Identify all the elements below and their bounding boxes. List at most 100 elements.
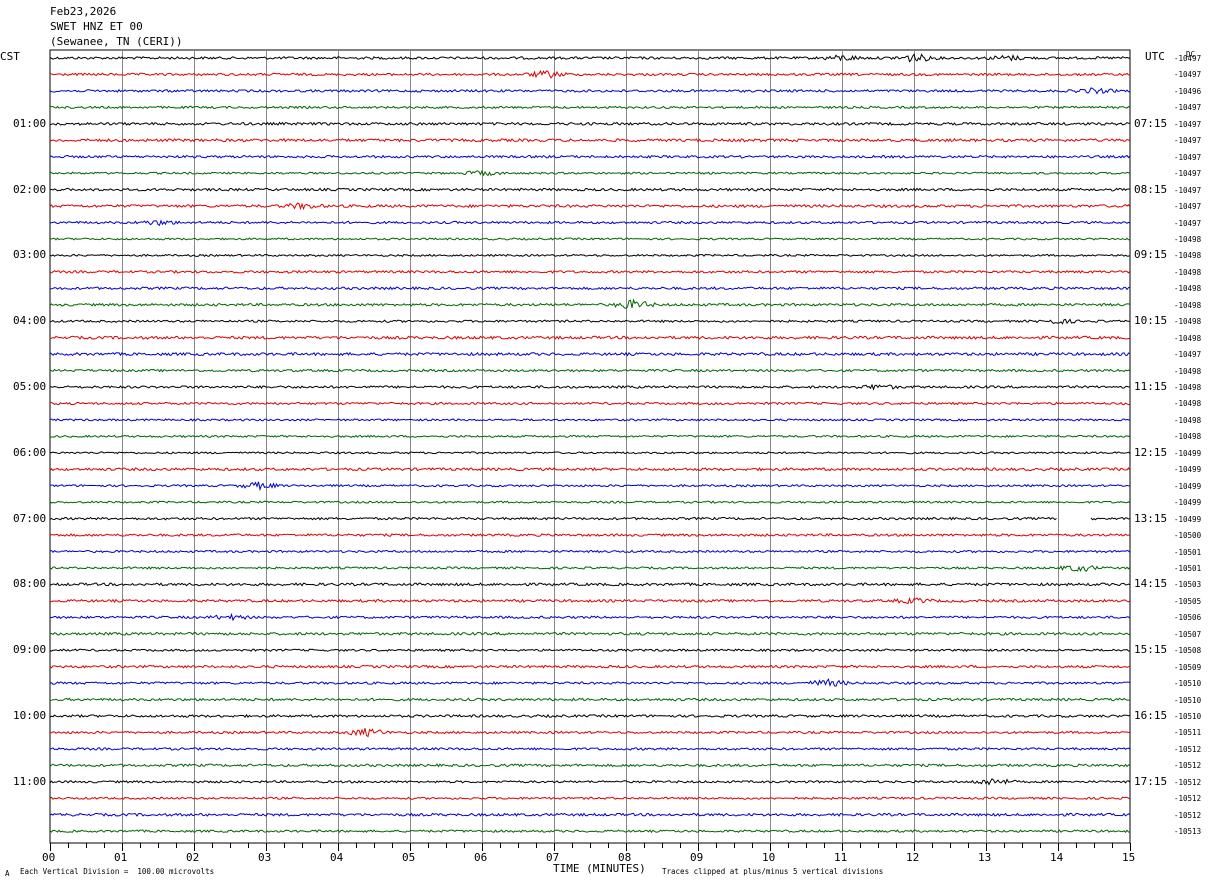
dc-offset-value: -10497	[1174, 54, 1202, 63]
dc-offset-value: -10497	[1174, 70, 1202, 80]
trace-36	[49, 648, 1131, 653]
trace-28	[49, 516, 1131, 521]
dc-offset-value: -10497	[1174, 119, 1202, 129]
x-tick-label: 05	[402, 851, 416, 864]
trace-8	[49, 187, 1131, 192]
trace-32	[49, 582, 1131, 587]
trace-42	[49, 746, 1131, 751]
left-time-label: 10:00	[13, 709, 47, 722]
trace-9	[49, 202, 1131, 211]
trace-18	[49, 351, 1131, 357]
x-tick-label: 08	[618, 851, 632, 864]
station-location: (Sewanee, TN (CERI))	[50, 35, 183, 48]
trace-20	[49, 383, 1131, 391]
dc-offset-value: -10498	[1174, 234, 1202, 244]
right-time-label: 15:15	[1134, 643, 1168, 657]
trace-6	[49, 154, 1131, 159]
trace-11	[49, 237, 1131, 241]
trace-41	[49, 728, 1131, 738]
left-time-label: 05:00	[13, 380, 47, 393]
right-time-label: 14:15	[1134, 577, 1168, 591]
dc-offset-value: -10499	[1174, 465, 1202, 475]
dc-offset-value: -10497	[1174, 350, 1202, 360]
right-timezone-label: UTC	[1145, 50, 1165, 63]
left-time-label: 11:00	[13, 774, 47, 788]
trace-22	[49, 418, 1131, 422]
left-timezone-label: CST	[0, 50, 20, 63]
dc-offset-value: -10511	[1174, 728, 1202, 738]
left-time-label: 06:00	[13, 445, 47, 459]
dc-offset-value: -10498	[1174, 300, 1202, 310]
trace-15	[49, 298, 1131, 309]
right-time-label: 07:15	[1134, 116, 1168, 130]
right-time-label: 11:15	[1134, 380, 1168, 393]
right-time-label: 09:15	[1134, 248, 1168, 262]
right-time-label: 17:15	[1134, 774, 1168, 788]
x-tick-label: 03	[258, 851, 272, 864]
trace-45	[49, 796, 1131, 801]
trace-21	[49, 401, 1131, 406]
dc-offset-header: DC	[1186, 50, 1196, 59]
dc-offset-value: -10499	[1174, 448, 1202, 458]
trace-3	[49, 105, 1131, 110]
trace-7	[49, 169, 1131, 177]
trace-14	[49, 286, 1131, 291]
dc-offset-value: -10509	[1174, 662, 1202, 672]
dc-offset-value: -10497	[1174, 103, 1202, 113]
x-tick-label: 10	[762, 851, 776, 864]
left-time-label: 01:00	[13, 116, 47, 130]
trace-30	[49, 549, 1131, 554]
trace-37	[49, 664, 1131, 669]
dc-offset-value: -10512	[1174, 810, 1202, 820]
dc-offset-value: -10512	[1174, 761, 1202, 771]
dc-offset-value: -10498	[1174, 399, 1202, 409]
x-tick-label: 00	[42, 851, 56, 864]
dc-offset-value: -10498	[1174, 366, 1202, 376]
trace-5	[49, 138, 1131, 143]
dc-offset-value: -10507	[1174, 629, 1202, 639]
dc-offset-value: -10510	[1174, 679, 1202, 689]
dc-offset-value: -10498	[1174, 415, 1202, 425]
x-tick-label: 14	[1050, 851, 1064, 864]
trace-38	[49, 678, 1131, 688]
trace-13	[49, 269, 1131, 274]
dc-offset-value: -10500	[1174, 531, 1202, 541]
dc-offset-value: -10501	[1174, 563, 1202, 573]
trace-10	[49, 219, 1131, 227]
dc-offset-value: -10498	[1174, 267, 1202, 277]
dc-offset-value: -10497	[1174, 218, 1202, 228]
dc-offset-value: -10498	[1174, 432, 1202, 442]
right-time-label: 08:15	[1134, 182, 1168, 196]
left-time-label: 08:00	[13, 577, 47, 591]
trace-4	[49, 121, 1131, 126]
station-id: SWET HNZ ET 00	[50, 20, 143, 33]
dc-offset-value: -10499	[1174, 498, 1202, 508]
x-tick-label: 09	[690, 851, 704, 864]
trace-47	[49, 829, 1131, 834]
trace-33	[49, 596, 1131, 605]
left-time-label: 03:00	[13, 248, 47, 262]
dc-offset-value: -10503	[1174, 580, 1202, 590]
right-time-label: 10:15	[1134, 314, 1168, 328]
dc-offset-value: -10512	[1174, 777, 1202, 787]
left-time-label: 09:00	[13, 643, 47, 657]
dc-offset-value: -10498	[1174, 333, 1202, 343]
left-time-label: 02:00	[13, 182, 47, 196]
trace-19	[49, 368, 1131, 373]
dc-offset-value: -10499	[1174, 514, 1202, 524]
dc-offset-value: -10497	[1174, 152, 1202, 162]
trace-12	[49, 253, 1131, 258]
trace-39	[49, 697, 1130, 702]
dc-offset-value: -10505	[1174, 596, 1202, 606]
plot-frame	[49, 49, 1131, 844]
right-time-label: 16:15	[1134, 709, 1168, 722]
dc-offset-value: -10497	[1174, 169, 1202, 179]
record-date: Feb23,2026	[50, 5, 117, 18]
trace-35	[49, 631, 1131, 636]
trace-44	[49, 778, 1131, 786]
x-tick-label: 13	[978, 851, 992, 864]
dc-offset-value: -10497	[1174, 136, 1202, 146]
dc-offset-value: -10498	[1174, 317, 1202, 327]
x-axis-title: TIME (MINUTES)	[553, 862, 646, 875]
